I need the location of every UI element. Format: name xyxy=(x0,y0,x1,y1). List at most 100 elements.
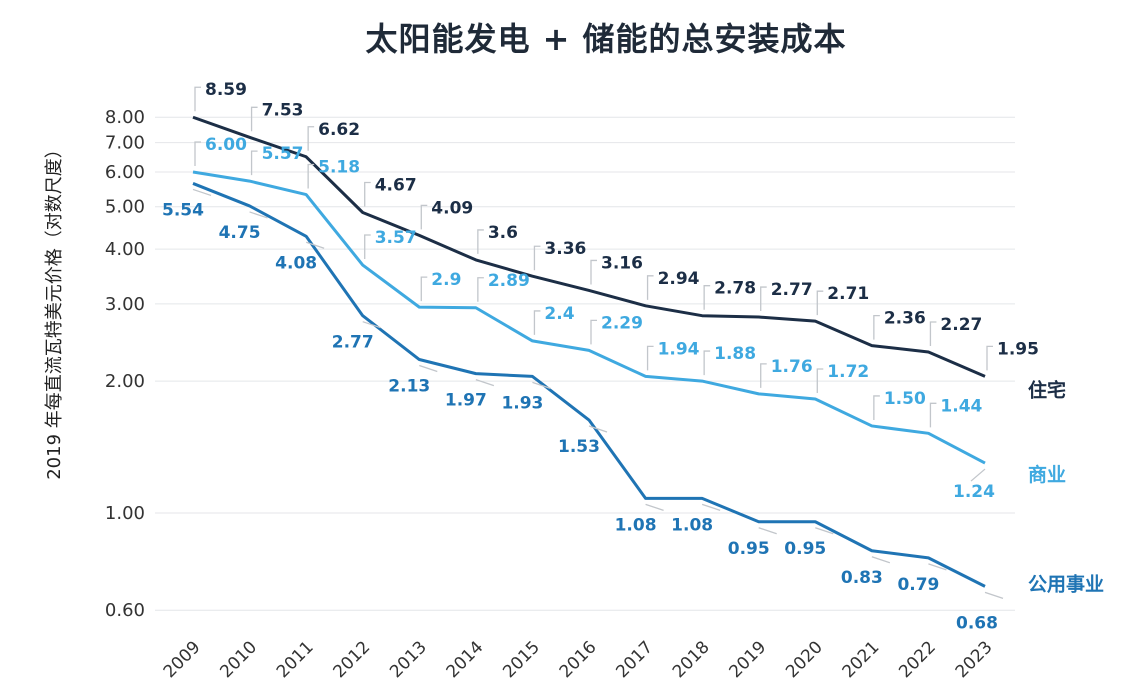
x-axis-ticks: 2009 2010 2011 2012 2013 2014 2015 2016 2017 2018… xyxy=(160,637,997,682)
label-leader xyxy=(986,345,993,371)
label-leader xyxy=(590,259,597,285)
label-leader xyxy=(929,321,937,347)
gridlines xyxy=(155,116,1015,611)
data-label: 3.6 xyxy=(488,223,518,243)
x-tick-label: 2020 xyxy=(782,637,827,682)
label-leader xyxy=(533,245,541,271)
data-label: 2.78 xyxy=(714,279,756,299)
y-tick-label: 4.00 xyxy=(105,239,145,260)
x-tick-label: 2018 xyxy=(669,637,714,682)
data-label: 1.08 xyxy=(671,515,713,535)
label-leader xyxy=(873,314,880,340)
y-tick-label: 6.00 xyxy=(105,162,145,183)
x-tick-label: 2015 xyxy=(499,637,544,682)
label-leader xyxy=(588,425,608,433)
y-tick-label: 0.60 xyxy=(105,600,145,621)
data-label: 2.94 xyxy=(658,269,700,289)
x-tick-label: 2021 xyxy=(839,637,884,682)
label-leader xyxy=(760,286,767,312)
series-line xyxy=(192,170,986,465)
y-axis-ticks: 0.60 1.00 2.00 3.00 4.00 5.00 6.00 7.00 8.00 xyxy=(105,107,145,621)
data-label: 1.50 xyxy=(884,389,926,409)
label-leader xyxy=(646,275,654,300)
data-label: 2.77 xyxy=(771,280,813,300)
label-leader xyxy=(420,276,428,302)
label-leader xyxy=(362,321,381,329)
series-name: 商业 xyxy=(1028,463,1066,486)
data-label: 1.72 xyxy=(827,362,869,382)
x-tick-label: 2012 xyxy=(330,637,375,682)
x-tick-label: 2017 xyxy=(612,637,657,682)
data-label: 1.76 xyxy=(771,357,813,377)
data-label: 5.57 xyxy=(262,144,304,164)
data-label: 1.94 xyxy=(658,339,700,359)
data-label: 4.09 xyxy=(431,198,473,218)
data-label: 3.36 xyxy=(544,239,586,259)
label-leader xyxy=(984,591,1004,600)
data-label: 1.53 xyxy=(558,437,600,457)
label-leader xyxy=(249,211,268,219)
series-lines xyxy=(192,115,986,588)
data-label: 2.4 xyxy=(544,304,574,324)
y-tick-label: 3.00 xyxy=(105,294,145,315)
label-leader xyxy=(477,277,484,302)
y-tick-label: 7.00 xyxy=(105,133,145,154)
data-label: 2.27 xyxy=(940,315,982,335)
x-tick-label: 2023 xyxy=(952,637,997,682)
y-tick-label: 5.00 xyxy=(105,197,145,218)
data-label: 4.67 xyxy=(375,175,417,195)
label-leader xyxy=(194,141,201,166)
data-label: 6.00 xyxy=(205,135,247,155)
data-label: 0.95 xyxy=(728,539,770,559)
data-label: 2.9 xyxy=(431,270,461,290)
data-label: 2.13 xyxy=(388,377,430,397)
series-line xyxy=(192,115,986,378)
data-label: 3.57 xyxy=(375,228,417,248)
x-tick-label: 2016 xyxy=(556,637,601,682)
series-name: 住宅 xyxy=(1028,378,1066,401)
label-leader xyxy=(928,563,947,571)
data-label: 2.89 xyxy=(488,271,530,291)
data-labels: 8.59 7.53 6.62 4.67 4.09 3.6 3.36 3.16 2.94 2.78 2… xyxy=(162,80,1039,633)
data-label: 2.77 xyxy=(332,333,374,353)
data-label: 3.16 xyxy=(601,253,643,273)
label-leader xyxy=(929,402,937,428)
label-leader xyxy=(701,503,721,511)
data-label: 4.08 xyxy=(275,253,317,273)
chart-title: 太阳能发电 + 储能的总安装成本 xyxy=(365,20,847,58)
x-tick-label: 2010 xyxy=(216,637,261,682)
label-leader xyxy=(419,364,438,373)
data-label: 8.59 xyxy=(205,80,247,100)
label-leader xyxy=(192,188,212,197)
label-leader xyxy=(970,468,986,482)
data-label: 1.44 xyxy=(940,396,982,416)
label-leader xyxy=(307,163,315,189)
label-leader xyxy=(420,204,428,230)
y-axis-label: 2019 年每直流瓦特美元价格（对数尺度） xyxy=(44,140,65,480)
data-label: 5.54 xyxy=(162,200,204,220)
y-tick-label: 8.00 xyxy=(105,107,145,128)
label-leader xyxy=(250,150,258,176)
label-leader xyxy=(477,229,484,254)
data-label: 0.95 xyxy=(784,539,826,559)
data-label: 0.68 xyxy=(956,613,998,633)
label-leader xyxy=(532,381,551,390)
data-label: 1.97 xyxy=(445,391,487,411)
data-label: 2.36 xyxy=(884,309,926,329)
series-line xyxy=(192,182,986,588)
data-label: 4.75 xyxy=(219,223,261,243)
data-label: 0.79 xyxy=(897,575,939,595)
y-tick-label: 1.00 xyxy=(105,503,145,524)
data-label: 2.29 xyxy=(601,313,643,333)
x-tick-label: 2009 xyxy=(160,637,205,682)
data-label: 6.62 xyxy=(318,120,360,140)
label-leader xyxy=(646,345,654,371)
x-tick-label: 2019 xyxy=(726,637,771,682)
label-leader xyxy=(816,290,824,316)
series-name: 公用事业 xyxy=(1028,572,1104,595)
data-label: 1.08 xyxy=(615,515,657,535)
label-leader xyxy=(816,368,824,394)
data-label: 2.71 xyxy=(827,284,869,304)
data-label: 1.95 xyxy=(997,339,1039,359)
